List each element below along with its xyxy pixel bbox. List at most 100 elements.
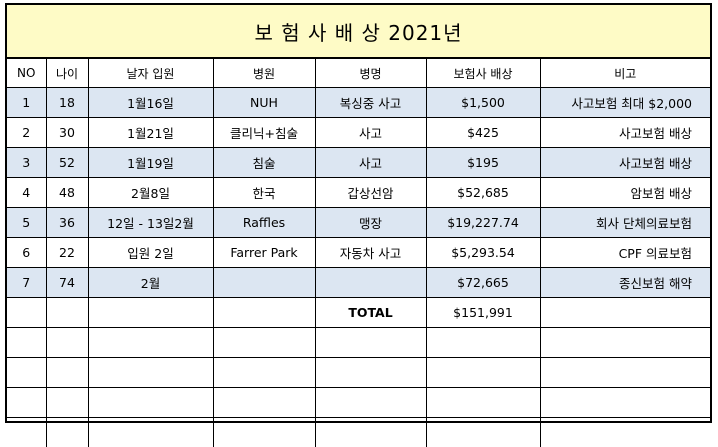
empty-cell[interactable] bbox=[46, 328, 88, 358]
empty-cell[interactable] bbox=[7, 298, 46, 328]
cell-no[interactable]: 1 bbox=[7, 88, 46, 118]
empty-cell[interactable] bbox=[7, 388, 46, 418]
cell-date[interactable]: 입원 2일 bbox=[88, 238, 213, 268]
cell-hospital[interactable]: 한국 bbox=[213, 178, 315, 208]
cell-amount[interactable]: $52,685 bbox=[426, 178, 540, 208]
header-row: NO 나이 날자 입원 병원 병명 보험사 배상 비고 bbox=[7, 59, 710, 88]
cell-no[interactable]: 3 bbox=[7, 148, 46, 178]
cell-age[interactable]: 52 bbox=[46, 148, 88, 178]
cell-age[interactable]: 48 bbox=[46, 178, 88, 208]
table-row: 5 36 12일 - 13일2월 Raffles 맹장 $19,227.74 회… bbox=[7, 208, 710, 238]
empty-cell[interactable] bbox=[213, 328, 315, 358]
header-hospital[interactable]: 병원 bbox=[213, 59, 315, 88]
empty-cell[interactable] bbox=[7, 328, 46, 358]
empty-row bbox=[7, 388, 710, 418]
header-amount[interactable]: 보험사 배상 bbox=[426, 59, 540, 88]
cell-age[interactable]: 30 bbox=[46, 118, 88, 148]
cell-amount[interactable]: $5,293.54 bbox=[426, 238, 540, 268]
cell-no[interactable]: 4 bbox=[7, 178, 46, 208]
header-date[interactable]: 날자 입원 bbox=[88, 59, 213, 88]
empty-cell[interactable] bbox=[315, 388, 426, 418]
header-age[interactable]: 나이 bbox=[46, 59, 88, 88]
cell-note[interactable]: 사고보험 배상 bbox=[540, 118, 710, 148]
cell-age[interactable]: 74 bbox=[46, 268, 88, 298]
cell-amount[interactable]: $19,227.74 bbox=[426, 208, 540, 238]
cell-hospital[interactable]: Farrer Park bbox=[213, 238, 315, 268]
cell-disease[interactable]: 사고 bbox=[315, 118, 426, 148]
empty-cell[interactable] bbox=[540, 418, 710, 447]
empty-cell[interactable] bbox=[46, 298, 88, 328]
table-row: 4 48 2월8일 한국 갑상선암 $52,685 암보험 배상 bbox=[7, 178, 710, 208]
cell-hospital[interactable]: 클리닉+침술 bbox=[213, 118, 315, 148]
cell-disease[interactable]: 갑상선암 bbox=[315, 178, 426, 208]
cell-no[interactable]: 5 bbox=[7, 208, 46, 238]
empty-cell[interactable] bbox=[426, 418, 540, 447]
empty-cell[interactable] bbox=[88, 388, 213, 418]
empty-cell[interactable] bbox=[46, 388, 88, 418]
cell-note[interactable]: 종신보험 해약 bbox=[540, 268, 710, 298]
cell-date[interactable]: 1월21일 bbox=[88, 118, 213, 148]
total-amount[interactable]: $151,991 bbox=[426, 298, 540, 328]
empty-cell[interactable] bbox=[88, 418, 213, 447]
cell-note[interactable]: 암보험 배상 bbox=[540, 178, 710, 208]
empty-cell[interactable] bbox=[213, 388, 315, 418]
empty-cell[interactable] bbox=[213, 418, 315, 447]
cell-hospital[interactable]: 침술 bbox=[213, 148, 315, 178]
empty-cell[interactable] bbox=[540, 298, 710, 328]
cell-hospital[interactable] bbox=[213, 268, 315, 298]
empty-cell[interactable] bbox=[88, 358, 213, 388]
cell-age[interactable]: 36 bbox=[46, 208, 88, 238]
total-label[interactable]: TOTAL bbox=[315, 298, 426, 328]
cell-disease[interactable] bbox=[315, 268, 426, 298]
cell-date[interactable]: 2월8일 bbox=[88, 178, 213, 208]
cell-note[interactable]: CPF 의료보험 bbox=[540, 238, 710, 268]
empty-cell[interactable] bbox=[213, 358, 315, 388]
cell-disease[interactable]: 자동차 사고 bbox=[315, 238, 426, 268]
cell-amount[interactable]: $72,665 bbox=[426, 268, 540, 298]
cell-date[interactable]: 12일 - 13일2월 bbox=[88, 208, 213, 238]
empty-cell[interactable] bbox=[315, 418, 426, 447]
cell-amount[interactable]: $425 bbox=[426, 118, 540, 148]
empty-cell[interactable] bbox=[88, 298, 213, 328]
empty-cell[interactable] bbox=[213, 298, 315, 328]
cell-date[interactable]: 1월16일 bbox=[88, 88, 213, 118]
empty-cell[interactable] bbox=[540, 358, 710, 388]
empty-cell[interactable] bbox=[7, 358, 46, 388]
empty-cell[interactable] bbox=[46, 358, 88, 388]
total-row: TOTAL $151,991 bbox=[7, 298, 710, 328]
cell-note[interactable]: 회사 단체의료보험 bbox=[540, 208, 710, 238]
cell-date[interactable]: 1월19일 bbox=[88, 148, 213, 178]
cell-disease[interactable]: 사고 bbox=[315, 148, 426, 178]
sheet-title: 보 험 사 배 상 2021년 bbox=[7, 5, 710, 59]
cell-age[interactable]: 22 bbox=[46, 238, 88, 268]
cell-note[interactable]: 사고보험 배상 bbox=[540, 148, 710, 178]
cell-amount[interactable]: $1,500 bbox=[426, 88, 540, 118]
cell-disease[interactable]: 복싱중 사고 bbox=[315, 88, 426, 118]
cell-no[interactable]: 6 bbox=[7, 238, 46, 268]
empty-cell[interactable] bbox=[426, 388, 540, 418]
cell-no[interactable]: 7 bbox=[7, 268, 46, 298]
claims-table: NO 나이 날자 입원 병원 병명 보험사 배상 비고 1 18 1월16일 N… bbox=[7, 59, 710, 447]
cell-hospital[interactable]: Raffles bbox=[213, 208, 315, 238]
empty-cell[interactable] bbox=[315, 358, 426, 388]
empty-cell[interactable] bbox=[540, 328, 710, 358]
cell-hospital[interactable]: NUH bbox=[213, 88, 315, 118]
cell-note[interactable]: 사고보험 최대 $2,000 bbox=[540, 88, 710, 118]
header-disease[interactable]: 병명 bbox=[315, 59, 426, 88]
empty-cell[interactable] bbox=[426, 328, 540, 358]
cell-amount[interactable]: $195 bbox=[426, 148, 540, 178]
cell-date[interactable]: 2월 bbox=[88, 268, 213, 298]
empty-cell[interactable] bbox=[46, 418, 88, 447]
cell-age[interactable]: 18 bbox=[46, 88, 88, 118]
empty-cell[interactable] bbox=[426, 358, 540, 388]
empty-cell[interactable] bbox=[88, 328, 213, 358]
header-note[interactable]: 비고 bbox=[540, 59, 710, 88]
cell-no[interactable]: 2 bbox=[7, 118, 46, 148]
empty-row bbox=[7, 358, 710, 388]
header-no[interactable]: NO bbox=[7, 59, 46, 88]
cell-disease[interactable]: 맹장 bbox=[315, 208, 426, 238]
empty-cell[interactable] bbox=[315, 328, 426, 358]
table-row: 1 18 1월16일 NUH 복싱중 사고 $1,500 사고보험 최대 $2,… bbox=[7, 88, 710, 118]
empty-cell[interactable] bbox=[540, 388, 710, 418]
empty-cell[interactable] bbox=[7, 418, 46, 447]
